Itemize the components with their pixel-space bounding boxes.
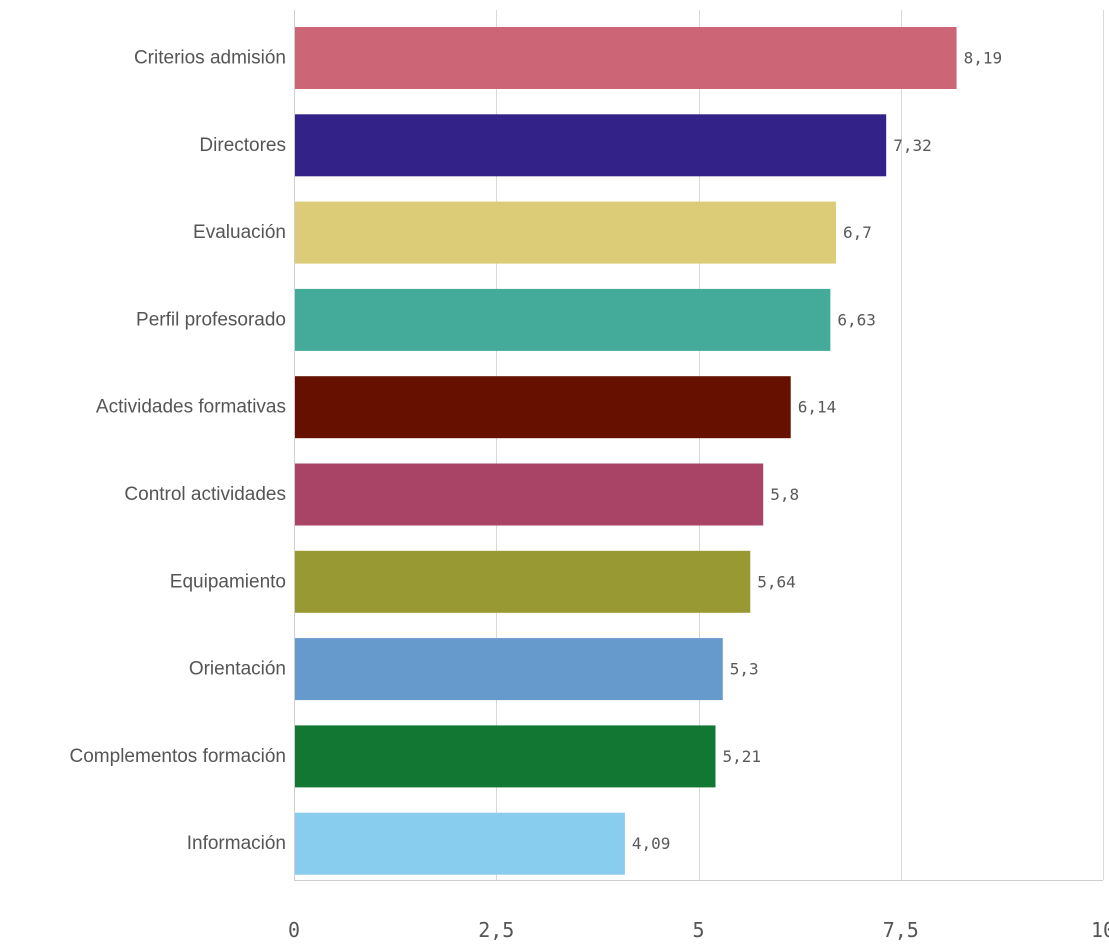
x-tick-label: 5 (692, 918, 704, 942)
bar[interactable] (295, 27, 957, 89)
bars (295, 27, 957, 875)
bar[interactable] (295, 638, 723, 701)
category-label: Información (187, 833, 286, 854)
x-axis-ticks: 0 2,5 5 7,5 10 (288, 918, 1109, 942)
bar[interactable] (295, 114, 887, 177)
value-label: 8,19 (964, 49, 1003, 68)
value-label: 6,7 (843, 223, 872, 242)
value-label: 6,63 (837, 310, 876, 329)
category-label: Complementos formación (70, 746, 286, 767)
bar[interactable] (295, 463, 764, 526)
category-labels: Criterios admisión Directores Evaluación Pe… (70, 48, 286, 855)
value-label: 5,64 (757, 572, 796, 591)
value-label: 5,3 (730, 660, 759, 679)
value-labels: 8,19 7,32 6,7 6,63 6,14 5,8 5,64 5,3 5,21 4,09 (632, 49, 1002, 854)
bar[interactable] (295, 812, 625, 875)
bar[interactable] (295, 288, 831, 351)
category-label: Actividades formativas (96, 397, 286, 418)
category-label: Directores (199, 135, 286, 156)
x-tick-label: 10 (1091, 918, 1109, 942)
category-label: Evaluación (193, 222, 286, 243)
x-tick-label: 2,5 (478, 918, 514, 942)
category-label: Equipamiento (170, 571, 286, 592)
value-label: 5,21 (722, 747, 761, 766)
category-label: Criterios admisión (134, 48, 286, 69)
bar[interactable] (295, 550, 751, 613)
x-tick-label: 0 (288, 918, 300, 942)
category-label: Perfil profesorado (136, 309, 286, 330)
bar[interactable] (295, 201, 837, 264)
value-label: 7,32 (893, 136, 932, 155)
bar[interactable] (295, 376, 791, 439)
bar[interactable] (295, 725, 716, 788)
category-label: Control actividades (124, 484, 286, 505)
category-label: Orientación (189, 659, 286, 680)
value-label: 6,14 (798, 398, 837, 417)
value-label: 5,8 (770, 485, 799, 504)
value-label: 4,09 (632, 834, 671, 853)
x-tick-label: 7,5 (883, 918, 919, 942)
